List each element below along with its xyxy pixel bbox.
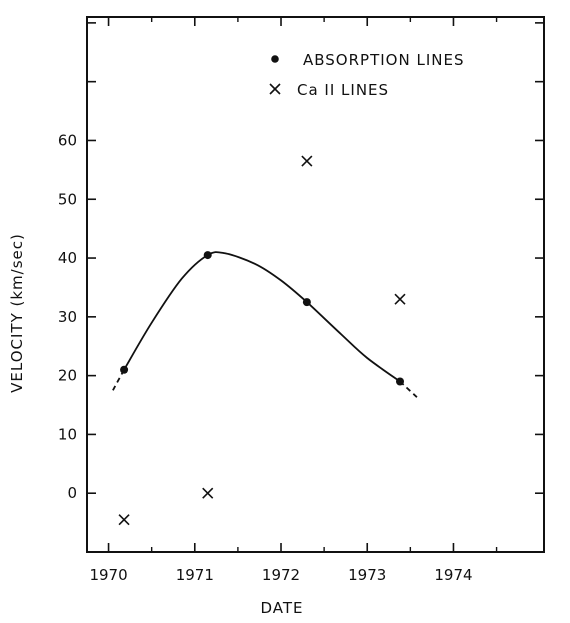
x-axis-title: DATE xyxy=(260,599,303,617)
y-tick-label: 20 xyxy=(58,367,77,385)
fit-curve-layer xyxy=(112,251,420,400)
caii-point xyxy=(394,293,406,305)
y-tick-label: 0 xyxy=(67,484,77,502)
axis-ticks xyxy=(87,17,544,552)
caii-point xyxy=(301,155,313,167)
absorption-point xyxy=(302,298,311,307)
y-tick-label: 60 xyxy=(58,131,77,149)
caii-point xyxy=(118,514,130,526)
tick-labels: 1970 1971 1972 1973 1974 0 10 20 30 40 50 60 xyxy=(58,131,473,584)
plot-frame xyxy=(86,16,545,553)
legend-caii-label: Ca II LINES xyxy=(297,81,389,99)
x-tick-label: 1971 xyxy=(176,566,214,584)
legend: ABSORPTION LINES Ca II LINES xyxy=(269,51,464,99)
caii-point xyxy=(202,487,214,499)
y-axis-title: VELOCITY (km/sec) xyxy=(8,233,26,393)
y-tick-label: 30 xyxy=(58,308,77,326)
legend-dot-icon xyxy=(271,55,279,63)
x-tick-label: 1974 xyxy=(434,566,472,584)
absorption-point xyxy=(120,365,129,374)
x-tick-label: 1970 xyxy=(89,566,127,584)
y-tick-label: 10 xyxy=(58,425,77,443)
absorption-point xyxy=(203,251,212,260)
data-marks xyxy=(118,155,406,526)
fit-curve xyxy=(123,251,401,383)
x-tick-label: 1972 xyxy=(262,566,300,584)
y-tick-label: 50 xyxy=(58,190,77,208)
x-tick-label: 1973 xyxy=(348,566,386,584)
absorption-point xyxy=(396,377,405,386)
legend-absorption-label: ABSORPTION LINES xyxy=(303,51,464,69)
legend-x-icon xyxy=(269,83,281,95)
y-tick-label: 40 xyxy=(58,249,77,267)
